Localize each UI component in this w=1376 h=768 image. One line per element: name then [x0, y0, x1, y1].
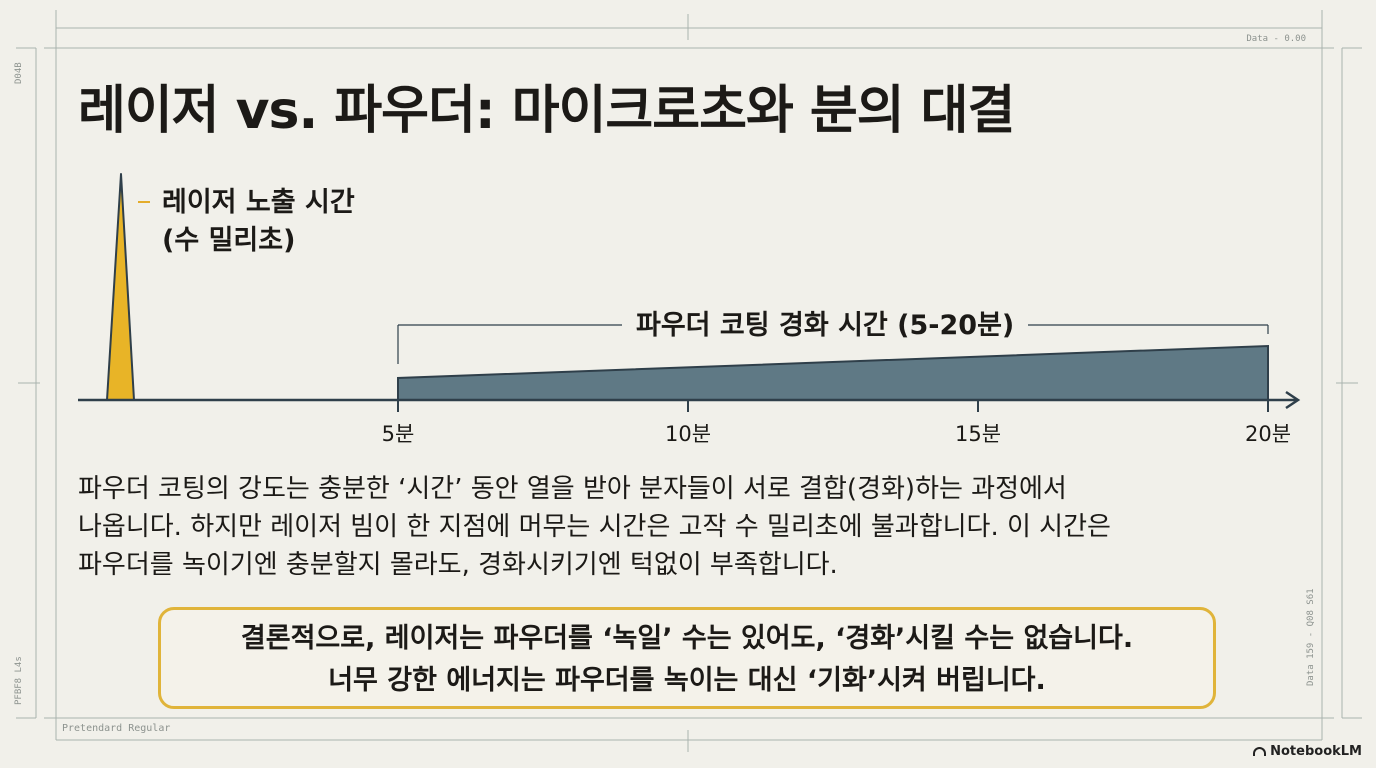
time-axis	[78, 390, 1301, 412]
laser-label-line2: (수 밀리초)	[162, 225, 296, 256]
notebooklm-icon	[1253, 747, 1267, 756]
meta-bottom-left: Pretendard Regular	[62, 723, 171, 734]
meta-left-bottom: PFBF8 L4s	[14, 656, 24, 705]
conclusion-box: 결론적으로, 레이저는 파우더를 ‘녹일’ 수는 있어도, ‘경화’시킬 수는 …	[158, 607, 1216, 709]
laser-label-marker	[138, 201, 150, 203]
axis-tick-label: 20분	[1244, 422, 1292, 446]
meta-left-top: D04B	[14, 62, 24, 84]
brand-logo: NotebookLM	[1253, 744, 1362, 759]
axis-tick-label: 10분	[664, 422, 712, 446]
body-line: 파우더 코팅의 강도는 충분한 ‘시간’ 동안 열을 받아 분자들이 서로 결합…	[78, 474, 1067, 504]
axis-tick-label: 15분	[954, 422, 1002, 446]
body-line: 파우더를 녹이기엔 충분할지 몰라도, 경화시키기엔 턱없이 부족합니다.	[78, 550, 838, 580]
meta-right-side: Data 159 - Q08 S61	[1306, 588, 1316, 686]
body-line: 나옵니다. 하지만 레이저 빔이 한 지점에 머무는 시간은 고작 수 밀리초에…	[78, 512, 1111, 542]
laser-spike	[106, 173, 135, 401]
conclusion-line: 결론적으로, 레이저는 파우더를 ‘녹일’ 수는 있어도, ‘경화’시킬 수는 …	[240, 623, 1134, 654]
powder-curing-label: 파우더 코팅 경화 시간 (5-20분)	[622, 306, 1029, 346]
brand-name: NotebookLM	[1270, 744, 1362, 759]
conclusion-line: 너무 강한 에너지는 파우더를 녹이는 대신 ‘기화’시켜 버립니다.	[328, 665, 1046, 696]
powder-curing-area	[397, 344, 1269, 401]
axis-tick-label: 5분	[381, 422, 415, 446]
meta-top-right: Data - 0.00	[1246, 34, 1306, 44]
page-title: 레이저 vs. 파우더: 마이크로초와 분의 대결	[78, 81, 1015, 141]
body-paragraph: 파우더 코팅의 강도는 충분한 ‘시간’ 동안 열을 받아 분자들이 서로 결합…	[78, 470, 1308, 584]
laser-label-line1: 레이저 노출 시간	[162, 187, 355, 218]
laser-exposure-label: 레이저 노출 시간 (수 밀리초)	[162, 184, 355, 260]
